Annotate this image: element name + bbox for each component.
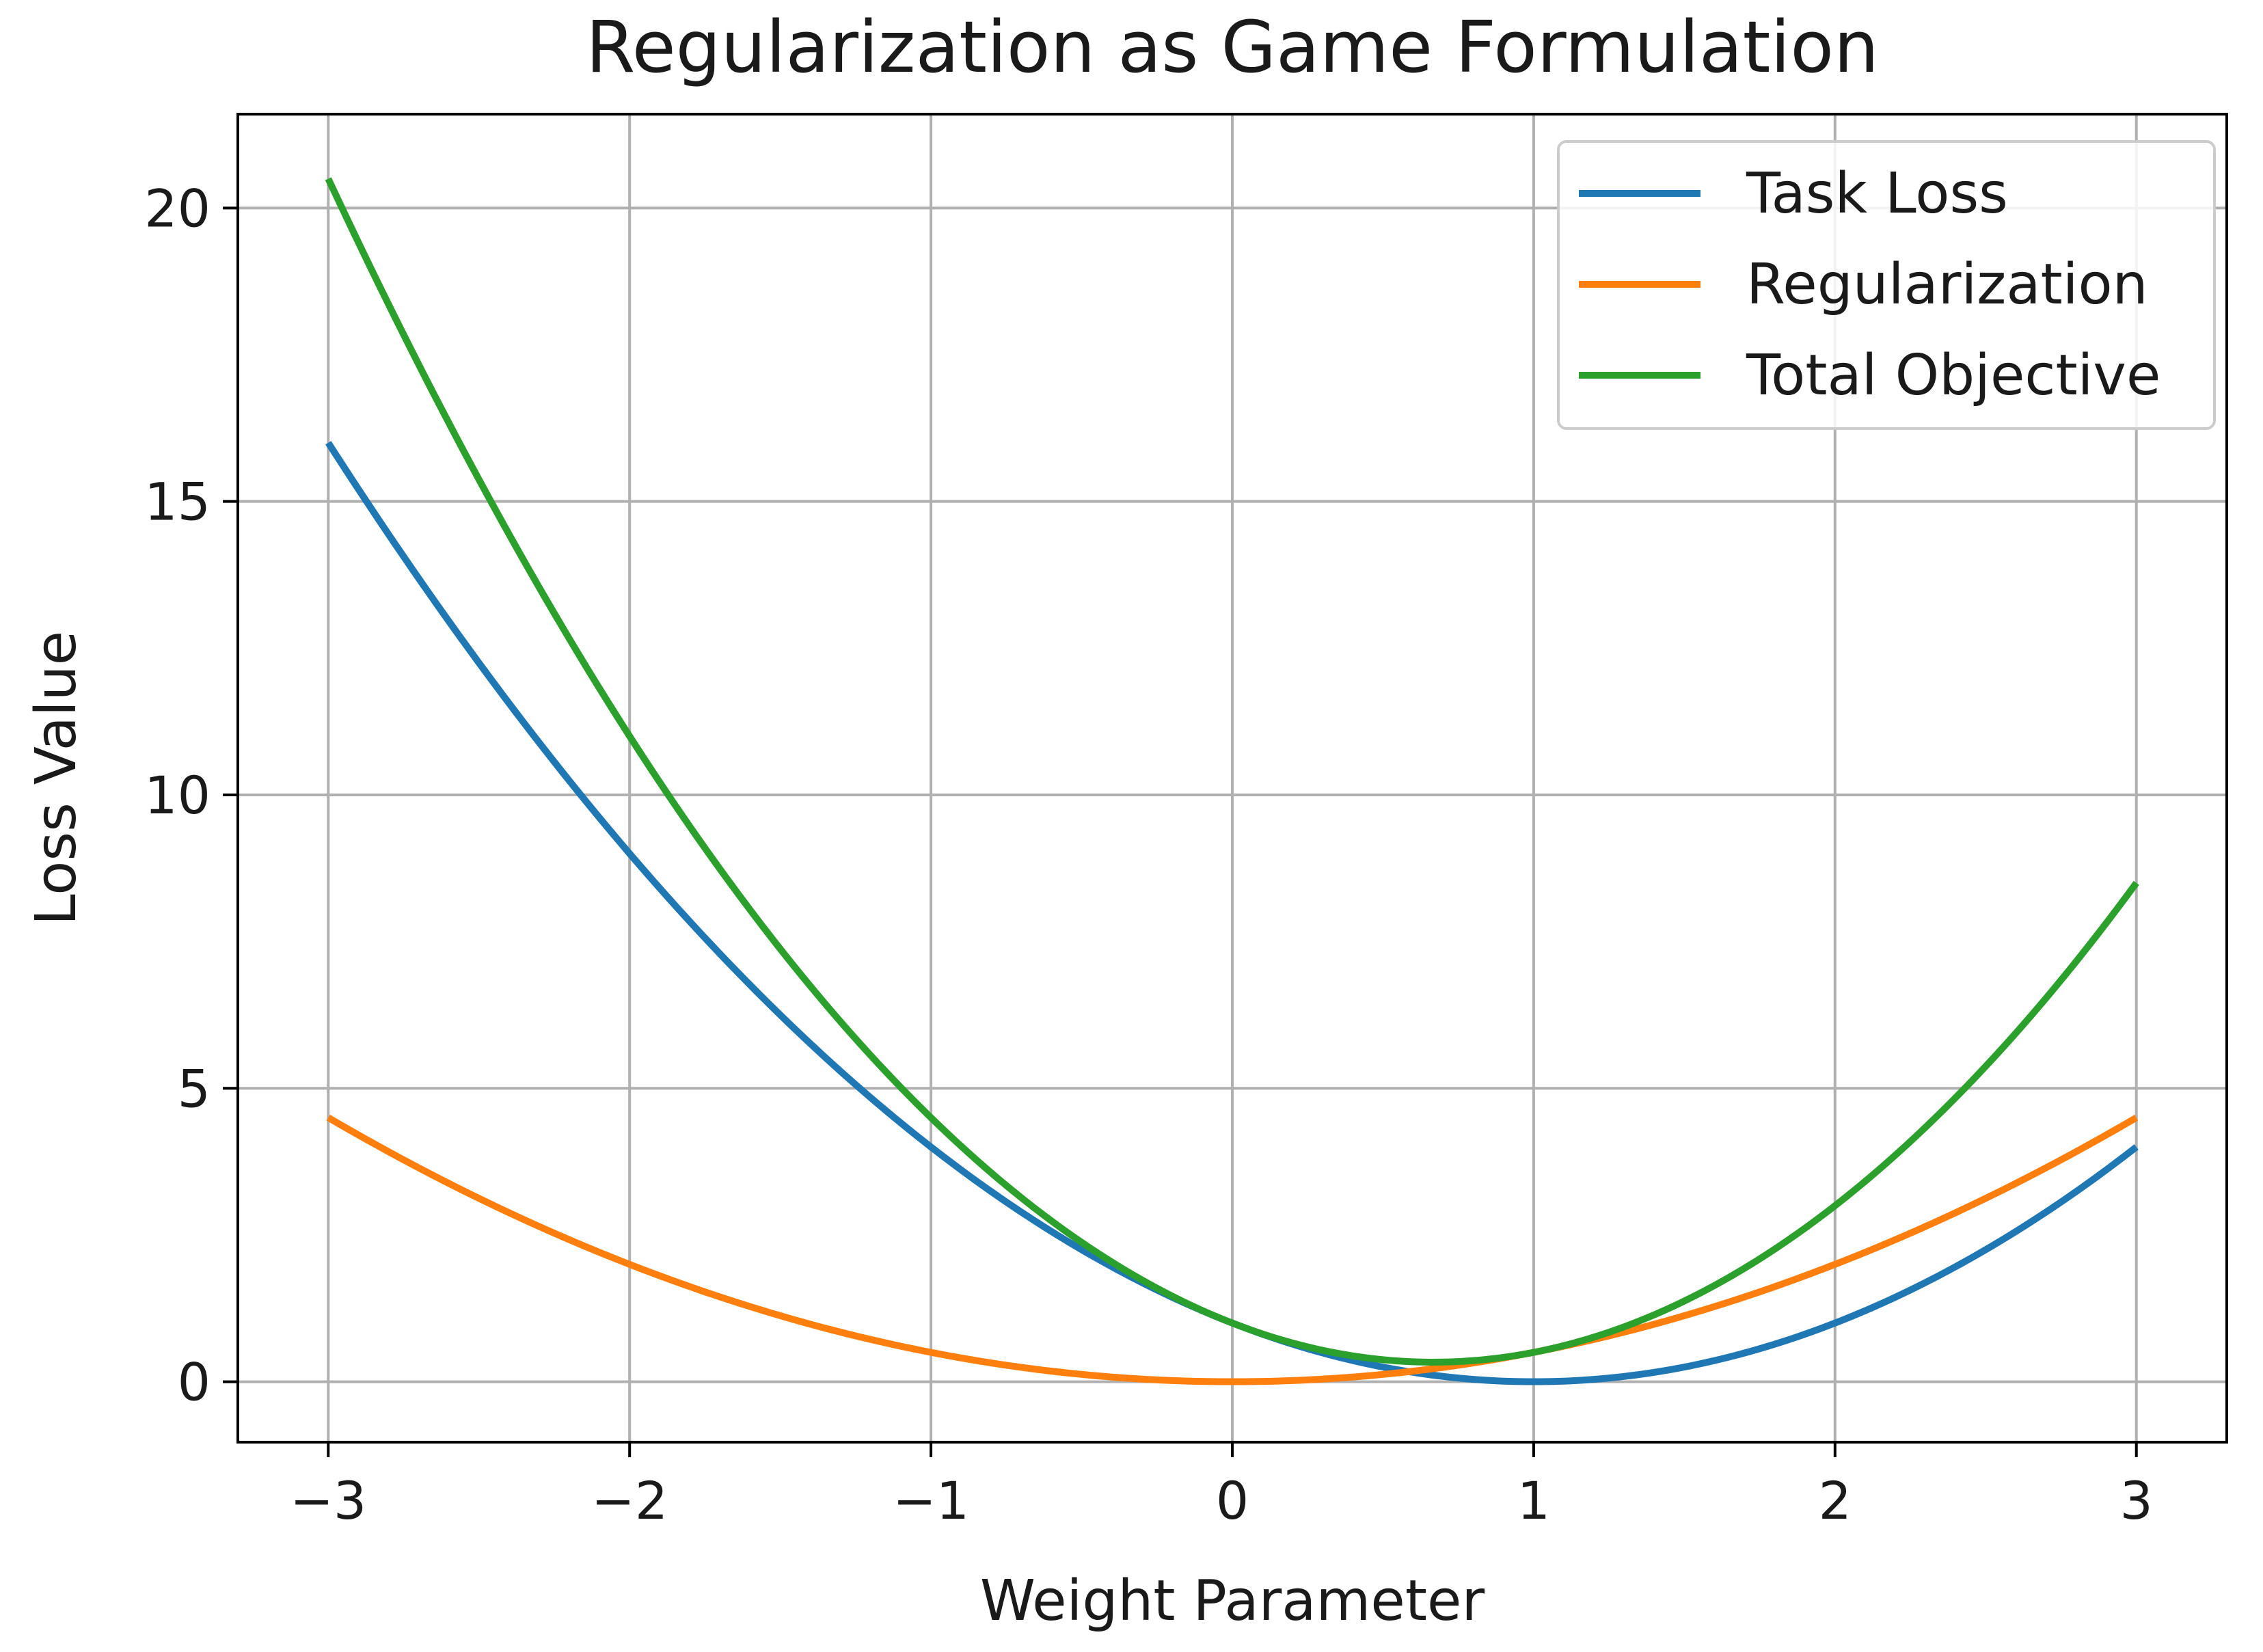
- x-tick-label: 1: [1517, 1470, 1550, 1531]
- x-tick-label: −2: [591, 1470, 668, 1531]
- x-tick-label: 3: [2120, 1470, 2153, 1531]
- series-line-total-objective: [325, 177, 2139, 1366]
- y-tick-label: 0: [178, 1352, 211, 1413]
- x-tick-label: 2: [1819, 1470, 1852, 1531]
- legend-label: Regularization: [1746, 252, 2148, 317]
- legend: Task Loss Regularization Total Objective: [1557, 140, 2216, 430]
- series-lines: [325, 177, 2139, 1385]
- x-tick-label: 0: [1216, 1470, 1249, 1531]
- x-axis: −3 −2 −1 0 1 2 3: [290, 1442, 2153, 1531]
- legend-label: Total Objective: [1746, 343, 2160, 408]
- legend-label: Task Loss: [1746, 161, 2008, 226]
- series-line-regularization: [326, 1114, 2139, 1385]
- x-axis-label: Weight Parameter: [980, 1569, 1485, 1634]
- legend-box: [1557, 140, 2216, 430]
- y-tick-label: 5: [178, 1058, 211, 1119]
- x-tick-label: −3: [290, 1470, 366, 1531]
- y-tick-label: 10: [144, 765, 211, 826]
- y-tick-label: 15: [144, 472, 211, 532]
- x-tick-label: −1: [893, 1470, 969, 1531]
- chart-title: Regularization as Game Formulation: [586, 5, 1879, 89]
- y-axis-label: Loss Value: [24, 631, 89, 925]
- y-tick-label: 20: [144, 178, 211, 239]
- y-axis: 0 5 10 15 20: [144, 178, 238, 1413]
